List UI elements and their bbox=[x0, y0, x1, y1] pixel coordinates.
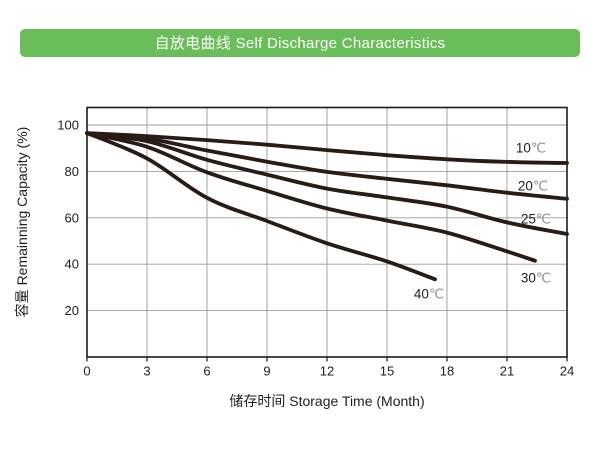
y-tick-label-100: 100 bbox=[57, 118, 79, 133]
page-title: 自放电曲线 Self Discharge Characteristics bbox=[154, 34, 446, 52]
curve-label-20c: 20℃ bbox=[518, 179, 548, 194]
x-tick-label-0: 0 bbox=[83, 364, 90, 379]
curve-10c bbox=[85, 131, 569, 165]
x-tick-label-12: 12 bbox=[320, 364, 334, 379]
x-tick-label-15: 15 bbox=[380, 364, 394, 379]
y-tick-label-20: 20 bbox=[65, 303, 79, 318]
curve-40c bbox=[85, 131, 437, 282]
curve-label-25c: 25℃ bbox=[521, 211, 551, 226]
x-axis-title: 储存时间 Storage Time (Month) bbox=[229, 393, 424, 409]
title-banner: 自放电曲线 Self Discharge Characteristics bbox=[20, 29, 580, 57]
curve-layer bbox=[85, 131, 569, 282]
x-tick-label-24: 24 bbox=[560, 364, 574, 379]
curve-30c bbox=[85, 131, 537, 263]
y-tick-label-60: 60 bbox=[65, 210, 79, 225]
curve-25c bbox=[85, 131, 569, 236]
x-tick-label-3: 3 bbox=[143, 364, 150, 379]
y-tick-label-40: 40 bbox=[65, 257, 79, 272]
x-tick-label-21: 21 bbox=[500, 364, 514, 379]
y-axis-title: 容量 Remainning Capacity (%) bbox=[14, 127, 30, 318]
tick-labels: 0 3 6 9 12 15 18 21 24 20 40 60 80 100 bbox=[57, 118, 574, 379]
curve-labels: 10℃ 20℃ 25℃ 30℃ 40℃ bbox=[414, 141, 551, 302]
curve-label-10c: 10℃ bbox=[516, 141, 546, 156]
curve-label-30c: 30℃ bbox=[521, 270, 551, 285]
curve-20c bbox=[85, 131, 569, 201]
x-tick-label-9: 9 bbox=[263, 364, 270, 379]
x-tick-label-18: 18 bbox=[440, 364, 454, 379]
x-tick-label-6: 6 bbox=[203, 364, 210, 379]
curve-label-40c: 40℃ bbox=[414, 286, 444, 301]
y-tick-label-80: 80 bbox=[65, 164, 79, 179]
